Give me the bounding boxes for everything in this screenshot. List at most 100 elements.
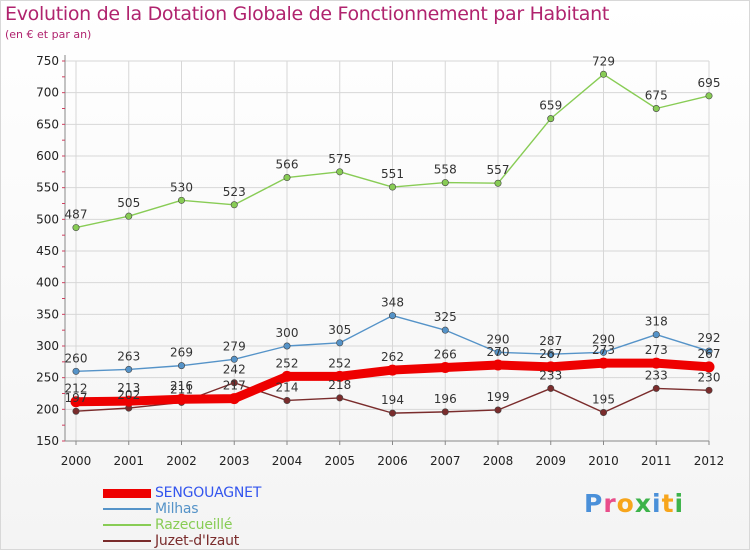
series-layer [70,70,715,417]
series-point [388,183,396,191]
series-point [387,364,398,376]
y-tick-label: 650 [36,117,59,131]
axes: 150 200 250 300 350 400 450 500 550 600 650 700 750 2… [36,54,724,468]
data-label: 218 [328,378,351,392]
x-tick-label: 2003 [219,454,250,468]
data-label: 216 [170,379,193,393]
grid-lines [65,60,710,442]
chart-subtitle: (en € et par an) [5,28,92,41]
legend-swatch [103,488,151,498]
x-tick-label: 2000 [61,454,92,468]
y-tick-label: 700 [36,86,59,100]
y-tick-label: 400 [36,276,59,290]
data-label: 290 [592,332,615,346]
data-label: 300 [276,326,299,340]
data-label: 575 [328,152,351,166]
data-label: 325 [434,310,457,324]
series-point [439,362,451,374]
data-label: 202 [117,388,140,402]
data-label: 211 [170,382,193,396]
data-label: 551 [381,167,404,181]
x-tick-label: 2010 [588,454,619,468]
x-tick-label: 2008 [483,454,514,468]
data-label: 530 [170,180,193,194]
y-tick-label: 300 [36,339,59,353]
series-point [705,92,713,100]
data-label: 487 [65,208,88,222]
logo-letter: i [652,489,662,518]
data-label: 305 [328,323,351,337]
series-point [599,408,607,416]
series-point [652,384,660,392]
series-point [492,359,504,371]
series-point [650,357,662,369]
logo-letter: o [616,489,635,518]
logo-letter: i [674,489,685,518]
series-point [388,312,396,320]
series-point [336,168,344,176]
y-tick-label: 450 [36,244,59,258]
data-label: 557 [487,163,510,177]
series-point [176,393,187,405]
legend-swatch [103,540,151,542]
legend-label: Juzet-d'Izaut [155,533,240,549]
series-point [705,347,713,355]
x-tick-label: 2001 [113,454,144,468]
logo-letter: P [584,489,604,518]
series-point [178,196,186,204]
data-label: 695 [698,76,721,90]
data-label: 523 [223,185,246,199]
data-label: 217 [223,379,246,393]
data-label: 659 [539,99,562,113]
series-point [441,326,449,334]
data-label: 318 [645,315,668,329]
series-2 [72,70,713,232]
data-label: 675 [645,89,668,103]
y-tick-label: 750 [36,54,59,68]
series-point [230,379,238,387]
series-point [599,70,607,78]
series-point [336,394,344,402]
series-point [125,212,133,220]
series-point [545,361,557,373]
x-tick-label: 2011 [641,454,672,468]
data-label: 213 [117,381,140,395]
legend-swatch [103,524,151,526]
data-label: 263 [117,349,140,363]
data-label: 199 [487,390,510,404]
series-point [494,179,502,187]
data-label: 195 [592,393,615,407]
x-tick-label: 2006 [377,454,408,468]
series-point [652,331,660,339]
data-label: 252 [276,356,299,370]
data-label: 262 [381,350,404,364]
data-label: 269 [170,346,193,360]
series-point [388,409,396,417]
data-label: 348 [381,296,404,310]
logo-letter: t [661,489,675,518]
series-point [228,393,240,405]
logo-letter: x [634,489,652,518]
series-point [494,406,502,414]
logo-letter: r [603,489,617,518]
data-label: 267 [698,347,721,361]
y-tick-label: 600 [36,149,59,163]
series-point [230,355,238,363]
series-1 [72,312,713,375]
data-label: 273 [592,343,615,357]
data-label: 252 [328,356,351,370]
data-label: 196 [434,392,457,406]
series-point [283,396,291,404]
data-label: 287 [539,334,562,348]
series-point [494,348,502,356]
series-point [72,367,80,375]
data-label: 266 [434,348,457,362]
data-label: 233 [539,368,562,382]
data-label: 212 [65,382,88,396]
chart-title: Evolution de la Dotation Globale de Fonc… [5,3,610,25]
data-label: 260 [65,351,88,365]
data-label: 273 [645,343,668,357]
